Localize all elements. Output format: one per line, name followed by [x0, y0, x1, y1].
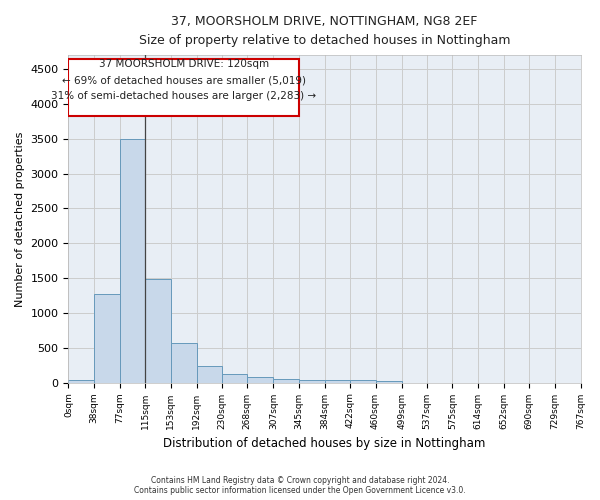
Bar [325, 380, 350, 382]
Title: 37, MOORSHOLM DRIVE, NOTTINGHAM, NG8 2EF
Size of property relative to detached h: 37, MOORSHOLM DRIVE, NOTTINGHAM, NG8 2EF… [139, 15, 510, 47]
Bar [120, 138, 145, 382]
Y-axis label: Number of detached properties: Number of detached properties [15, 131, 25, 306]
Bar [222, 374, 247, 382]
FancyBboxPatch shape [68, 58, 299, 116]
Text: Contains HM Land Registry data © Crown copyright and database right 2024.
Contai: Contains HM Land Registry data © Crown c… [134, 476, 466, 495]
Text: 37 MOORSHOLM DRIVE: 120sqm: 37 MOORSHOLM DRIVE: 120sqm [98, 60, 269, 70]
Bar [350, 380, 376, 382]
Bar [376, 381, 401, 382]
Bar [170, 342, 197, 382]
Bar [68, 380, 94, 382]
Bar [299, 380, 325, 382]
Bar [247, 376, 274, 382]
Bar [145, 280, 170, 382]
Text: 31% of semi-detached houses are larger (2,283) →: 31% of semi-detached houses are larger (… [51, 91, 316, 101]
Bar [94, 294, 120, 382]
Bar [274, 378, 299, 382]
Bar [197, 366, 222, 382]
X-axis label: Distribution of detached houses by size in Nottingham: Distribution of detached houses by size … [163, 437, 485, 450]
Text: ← 69% of detached houses are smaller (5,019): ← 69% of detached houses are smaller (5,… [62, 75, 305, 85]
